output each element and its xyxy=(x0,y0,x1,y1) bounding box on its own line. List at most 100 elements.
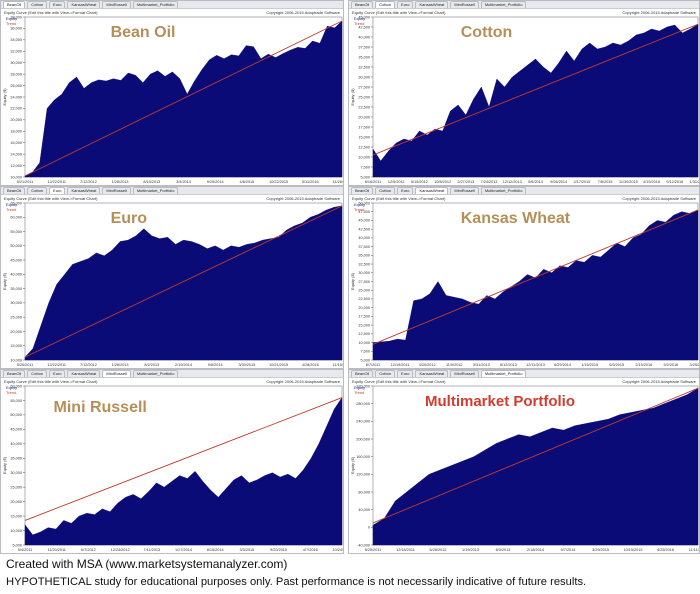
y-tick-label: 200,000 xyxy=(356,437,370,441)
tab-kansaswheat[interactable]: KansasWheat xyxy=(415,1,449,8)
tab-kansaswheat[interactable]: KansasWheat xyxy=(67,187,101,194)
y-tick-label: 10,000 xyxy=(10,529,22,533)
x-tick-label: 5/6/2014 xyxy=(528,180,543,184)
y-tick-label: 5,000 xyxy=(360,358,370,362)
x-tick-label: 4/25/2016 xyxy=(657,548,674,552)
tab-cotton[interactable]: Cotton xyxy=(27,1,48,8)
tab-euro[interactable]: Euro xyxy=(397,1,414,8)
tab-kansaswheat[interactable]: KansasWheat xyxy=(415,370,449,377)
tab-kansaswheat[interactable]: KansasWheat xyxy=(67,1,101,8)
x-tick-label: 12/12/2013 xyxy=(503,180,522,184)
x-tick-label: 7/12/2012 xyxy=(80,180,97,184)
x-tick-label: 7/12/2012 xyxy=(80,363,97,367)
y-tick-label: 55,000 xyxy=(10,230,22,234)
y-tick-label: 0 xyxy=(368,526,370,530)
equity-chart-1: 45,000 42,500 40,000 37,500 35,000 32,500 30,0… xyxy=(350,15,699,184)
x-tick-label: 8/15/2013 xyxy=(143,180,160,184)
legend-trend: Trend xyxy=(354,390,365,395)
y-tick-label: 12,500 xyxy=(358,332,370,336)
x-tick-label: 10/15/2015 xyxy=(623,548,642,552)
x-tick-label: 3/3/2015 xyxy=(240,548,255,552)
y-tick-label: 35,000 xyxy=(358,254,370,258)
chart-panel-euro: BeanOil Cotton Euro KansasWheat MiniRuss… xyxy=(0,186,344,369)
y-tick-label: 50,000 xyxy=(358,201,370,205)
copyright-text: Copyright 2006-2015 Adaptrade Software xyxy=(622,196,696,201)
tab-multimarket[interactable]: Multimarket_Portfolio xyxy=(132,370,179,377)
x-tick-label: 12/22/2011 xyxy=(47,180,66,184)
y-tick-label: 50,000 xyxy=(10,244,22,248)
y-tick-label: 40,000 xyxy=(358,508,370,512)
y-axis-label: Equity ($) xyxy=(2,456,7,474)
copyright-text: Copyright 2006-2015 Adaptrade Software xyxy=(622,379,696,384)
x-tick-label: 8/3/2013 xyxy=(496,548,511,552)
y-tick-label: 45,000 xyxy=(10,258,22,262)
tab-euro[interactable]: Euro xyxy=(49,370,66,377)
y-tick-label: 34,000 xyxy=(10,38,22,42)
tab-multimarket[interactable]: Multimarket_Portfolio xyxy=(480,187,527,194)
tab-beanoil[interactable]: BeanOil xyxy=(351,187,374,194)
x-tick-label: 4/20/2012 xyxy=(419,363,436,367)
tab-minirussell[interactable]: MiniRussell xyxy=(102,187,131,194)
chart-panel-kansas-wheat: BeanOil Cotton Euro KansasWheat MiniRuss… xyxy=(348,186,700,369)
tab-euro[interactable]: Euro xyxy=(49,187,66,194)
tab-beanoil[interactable]: BeanOil xyxy=(3,370,26,377)
tab-euro[interactable]: Euro xyxy=(49,1,66,8)
y-tick-label: 40,000 xyxy=(10,442,22,446)
tab-cotton[interactable]: Cotton xyxy=(375,187,396,194)
y-tick-label: 45,000 xyxy=(358,219,370,223)
y-tick-label: 15,000 xyxy=(10,514,22,518)
tab-cotton[interactable]: Cotton xyxy=(27,187,48,194)
tab-bar: BeanOil Cotton Euro KansasWheat MiniRuss… xyxy=(1,1,343,9)
x-tick-label: 3/29/2015 xyxy=(592,548,609,552)
tab-cotton[interactable]: Cotton xyxy=(375,1,396,8)
y-tick-label: 25,000 xyxy=(358,95,370,99)
chart-legend: Equity Trend xyxy=(6,16,17,26)
y-tick-label: 5,000 xyxy=(12,543,22,547)
tab-euro[interactable]: Euro xyxy=(397,187,414,194)
tab-minirussell[interactable]: MiniRussell xyxy=(102,370,131,377)
y-tick-label: 37,500 xyxy=(358,245,370,249)
y-tick-label: 30,000 xyxy=(10,471,22,475)
tab-kansaswheat[interactable]: KansasWheat xyxy=(67,370,101,377)
tab-kansaswheat[interactable]: KansasWheat xyxy=(415,187,449,194)
x-tick-label: 6/28/2012 xyxy=(430,548,447,552)
tab-minirussell[interactable]: MiniRussell xyxy=(102,1,131,8)
y-tick-label: 25,000 xyxy=(10,315,22,319)
equity-area xyxy=(24,396,343,546)
tab-euro[interactable]: Euro xyxy=(397,370,414,377)
tab-beanoil[interactable]: BeanOil xyxy=(3,187,26,194)
y-tick-label: 5,000 xyxy=(360,175,370,179)
y-tick-label: 22,500 xyxy=(358,297,370,301)
chart-title: Bean Oil xyxy=(111,24,176,41)
x-tick-label: 3/30/2015 xyxy=(238,363,255,367)
tab-minirussell[interactable]: MiniRussell xyxy=(450,1,479,8)
chart-legend: Equity Trend xyxy=(6,385,17,395)
tab-beanoil[interactable]: BeanOil xyxy=(3,1,26,8)
trend-line xyxy=(372,209,699,345)
x-tick-label: 11/9/2012 xyxy=(446,363,463,367)
tab-minirussell[interactable]: MiniRussell xyxy=(450,187,479,194)
tab-multimarket[interactable]: Multimarket_Portfolio xyxy=(480,1,527,8)
y-tick-label: 50,000 xyxy=(10,413,22,417)
x-tick-label: 5/15/2012 xyxy=(411,180,428,184)
x-tick-label: 11/28/2016 xyxy=(333,180,344,184)
y-tick-label: -40,000 xyxy=(357,543,370,547)
tab-multimarket[interactable]: Multimarket_Portfolio xyxy=(132,187,179,194)
tab-minirussell[interactable]: MiniRussell xyxy=(450,370,479,377)
tab-bar: BeanOil Cotton Euro KansasWheat MiniRuss… xyxy=(349,187,699,195)
y-tick-label: 32,500 xyxy=(358,262,370,266)
tab-cotton[interactable]: Cotton xyxy=(375,370,396,377)
tab-beanoil[interactable]: BeanOil xyxy=(351,1,374,8)
tab-cotton[interactable]: Cotton xyxy=(27,370,48,377)
x-tick-label: 10/8/2012 xyxy=(434,180,451,184)
tab-multimarket[interactable]: Multimarket_Portfolio xyxy=(480,370,527,377)
y-tick-label: 7,500 xyxy=(360,165,370,169)
x-tick-label: 8/15/2014 xyxy=(207,548,224,552)
tab-multimarket[interactable]: Multimarket_Portfolio xyxy=(132,1,179,8)
equity-chart-4: 60,000 55,000 50,000 45,000 40,000 35,000 30,0… xyxy=(2,384,343,552)
x-tick-label: 6/29/2014 xyxy=(554,363,571,367)
chart-subtitle: Equity Curve (Edit this title with View-… xyxy=(4,196,340,201)
y-tick-label: 35,000 xyxy=(358,55,370,59)
tab-beanoil[interactable]: BeanOil xyxy=(351,370,374,377)
chart-title: Cotton xyxy=(461,24,513,41)
